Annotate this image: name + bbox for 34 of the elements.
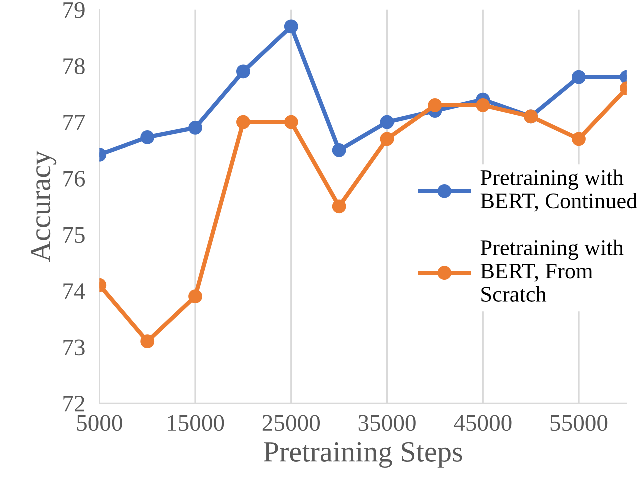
x-tick-label: 5000 (77, 415, 122, 432)
y-tick-label: 74 (64, 284, 86, 300)
y-tick-label: 73 (64, 340, 85, 356)
y-tick-label: 79 (64, 2, 85, 18)
point (188, 290, 202, 304)
x-tick-label: 55000 (550, 415, 608, 432)
x-tick-label: 15000 (168, 415, 224, 432)
y-tick-label: 78 (64, 58, 85, 74)
y-tick-label: 75 (64, 227, 85, 244)
y-tick-label: 77 (64, 115, 86, 130)
point (572, 70, 586, 84)
legend-label: Pretraining with BERT, Continued (480, 170, 638, 212)
point (236, 115, 250, 130)
y-tick-label: 72 (64, 396, 84, 412)
point (332, 143, 346, 158)
x-axis-title: Pretraining Steps (264, 442, 462, 468)
x-tick-label: 25000 (262, 415, 320, 432)
point (236, 64, 250, 79)
point (572, 132, 586, 146)
point (380, 132, 394, 146)
point (332, 200, 346, 214)
legend-label: Pretraining with BERT, From Scratch (480, 240, 624, 302)
point (284, 115, 298, 130)
point (284, 20, 298, 34)
y-axis-title: Accuracy (31, 150, 57, 262)
y-tick-label: 76 (64, 171, 86, 187)
point (140, 334, 155, 349)
point (188, 120, 202, 135)
x-tick-label: 45000 (454, 415, 512, 432)
point (428, 98, 442, 112)
point (476, 98, 490, 112)
x-tick-label: 35000 (358, 415, 416, 432)
point (380, 115, 394, 130)
point (140, 130, 155, 144)
